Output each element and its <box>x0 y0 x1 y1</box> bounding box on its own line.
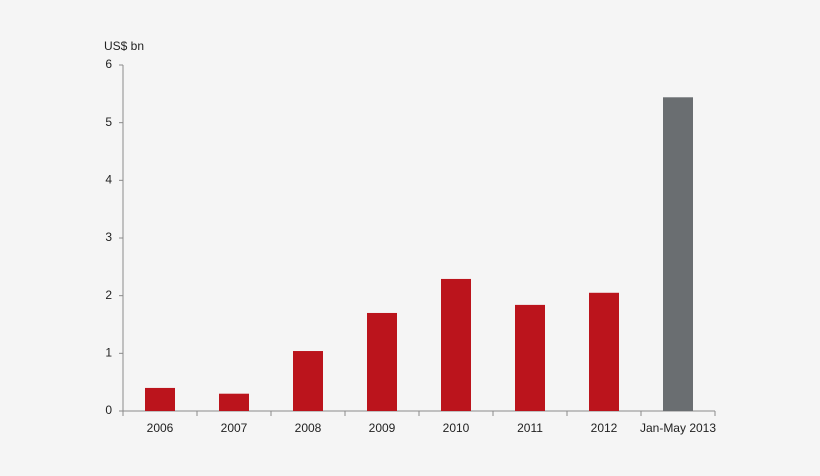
y-tick-label: 4 <box>105 173 112 187</box>
bar <box>515 304 545 411</box>
bar <box>145 387 175 411</box>
bar <box>663 97 693 411</box>
y-tick-label: 3 <box>105 230 112 244</box>
y-tick-label: 2 <box>105 288 112 302</box>
bar <box>293 351 323 411</box>
x-tick-label: 2010 <box>443 421 470 435</box>
x-tick-label: 2008 <box>295 421 322 435</box>
x-tick-label: 2012 <box>591 421 618 435</box>
y-axis-label: US$ bn <box>104 39 144 53</box>
x-tick-label: 2011 <box>517 421 543 435</box>
x-tick-label: Jan-May 2013 <box>640 421 716 435</box>
bar <box>219 393 249 411</box>
x-tick-label: 2009 <box>369 421 396 435</box>
bar <box>441 278 471 411</box>
y-tick-label: 1 <box>105 346 112 360</box>
bar <box>367 312 397 411</box>
x-tick-label: 2007 <box>221 421 248 435</box>
bar <box>589 292 619 411</box>
y-tick-label: 5 <box>105 115 112 129</box>
y-tick-label: 0 <box>105 403 112 417</box>
y-tick-label: 6 <box>105 57 112 71</box>
x-tick-label: 2006 <box>147 421 174 435</box>
